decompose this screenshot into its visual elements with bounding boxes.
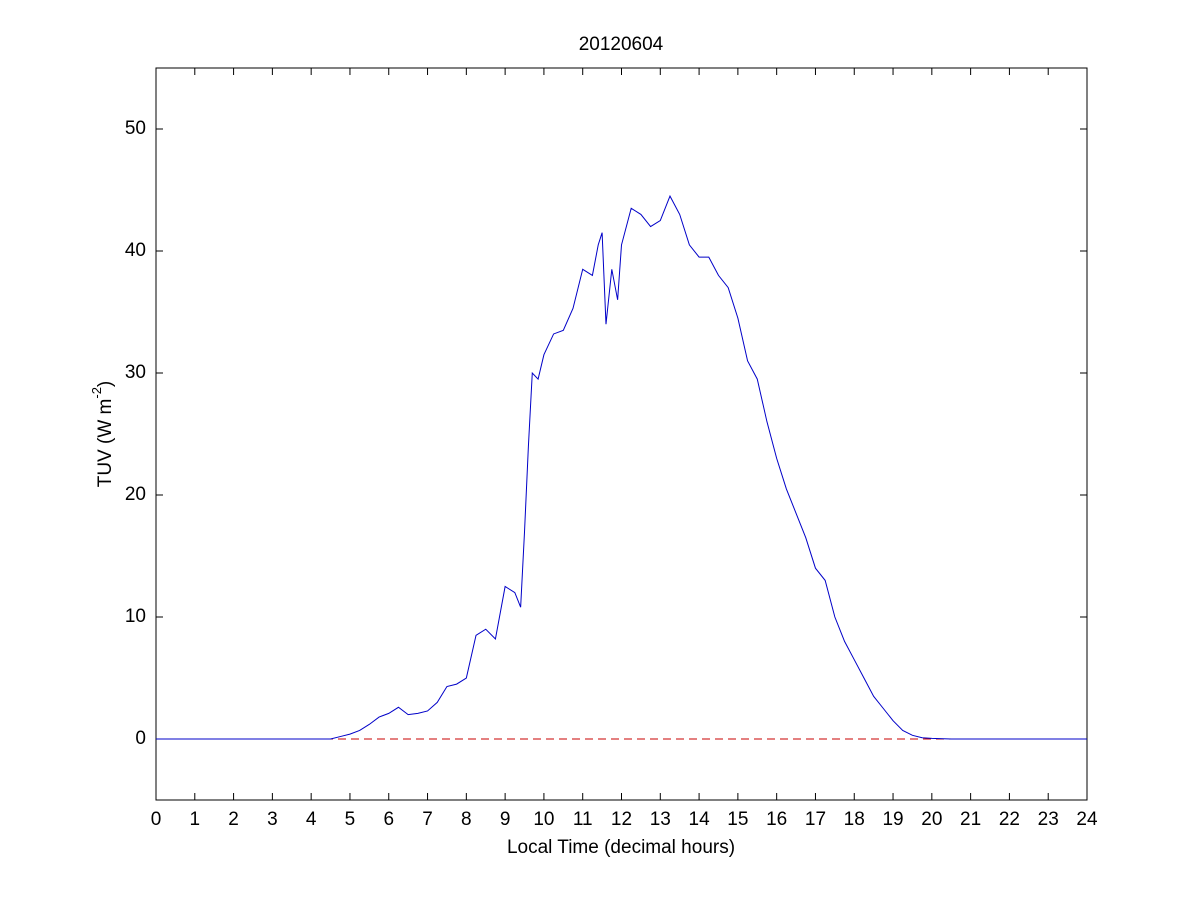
x-tick-label: 22	[999, 809, 1020, 830]
x-tick-label: 0	[151, 809, 162, 830]
x-tick-label: 7	[422, 809, 433, 830]
y-tick-label: 40	[125, 240, 146, 261]
x-tick-label: 24	[1076, 809, 1098, 830]
y-tick-label: 20	[125, 484, 146, 505]
chart-title: 20120604	[579, 34, 664, 55]
x-tick-label: 3	[267, 809, 278, 830]
y-tick-label: 50	[125, 118, 146, 139]
y-tick-label: 0	[135, 728, 146, 749]
y-tick-label: 30	[125, 362, 146, 383]
x-tick-label: 20	[921, 809, 942, 830]
plot-area	[155, 67, 1088, 801]
x-tick-label: 1	[190, 809, 201, 830]
x-axis-label: Local Time (decimal hours)	[507, 837, 735, 858]
x-tick-label: 17	[805, 809, 826, 830]
x-tick-label: 13	[650, 809, 671, 830]
x-tick-label: 14	[689, 809, 711, 830]
x-tick-label: 23	[1038, 809, 1059, 830]
y-axis-label-sup: -2	[89, 387, 104, 399]
x-tick-label: 12	[611, 809, 632, 830]
x-tick-label: 2	[228, 809, 239, 830]
x-tick-label: 19	[882, 809, 903, 830]
y-tick-label: 10	[125, 606, 146, 627]
y-axis-label-end: )	[95, 381, 116, 387]
x-tick-label: 16	[766, 809, 787, 830]
x-tick-label: 6	[383, 809, 394, 830]
x-tick-label: 15	[727, 809, 748, 830]
data-line	[156, 194, 1087, 740]
x-tick-label: 21	[960, 809, 981, 830]
x-tick-label: 9	[500, 809, 511, 830]
y-axis-label-text: TUV (W m	[95, 399, 116, 488]
x-tick-label: 5	[345, 809, 356, 830]
x-tick-label: 18	[844, 809, 865, 830]
x-tick-label: 11	[573, 809, 593, 830]
x-tick-label: 10	[533, 809, 554, 830]
y-axis-label: TUV (W m-2)	[89, 381, 116, 488]
x-tick-label: 8	[461, 809, 472, 830]
x-tick-label: 4	[306, 809, 317, 830]
